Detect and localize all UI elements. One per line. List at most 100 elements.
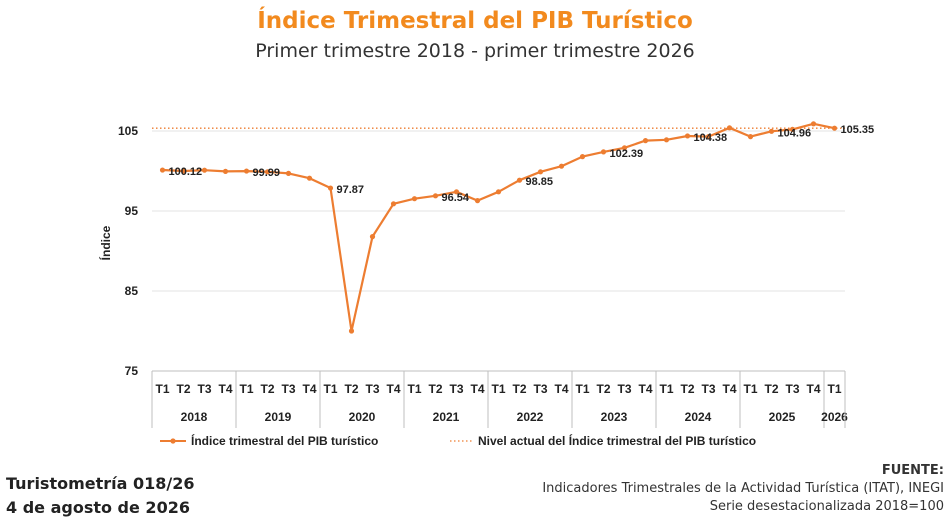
data-label: 96.54 — [442, 192, 470, 204]
data-point — [411, 196, 418, 202]
source-label: FUENTE: — [881, 463, 944, 478]
data-point — [222, 168, 229, 174]
x-year-label: 2020 — [349, 410, 376, 424]
x-tick-label: T3 — [617, 382, 631, 396]
data-point — [768, 128, 775, 134]
x-year-label: 2023 — [601, 410, 628, 424]
legend-reference-label: Nivel actual del Índice trimestral del P… — [478, 433, 756, 448]
data-point — [180, 168, 187, 174]
x-tick-label: T1 — [239, 382, 253, 396]
x-year-label: 2019 — [265, 410, 292, 424]
x-tick-label: T2 — [260, 382, 274, 396]
x-year-label: 2024 — [685, 410, 712, 424]
data-point — [663, 137, 670, 143]
chart-subtitle: Primer trimestre 2018 - primer trimestre… — [255, 40, 695, 62]
data-label: 97.87 — [337, 184, 365, 196]
x-tick-label: T4 — [722, 382, 736, 396]
x-tick-label: T2 — [344, 382, 358, 396]
data-point — [747, 134, 754, 140]
x-tick-label: T3 — [281, 382, 295, 396]
data-point — [537, 169, 544, 175]
x-tick-label: T3 — [449, 382, 463, 396]
x-tick-label: T4 — [386, 382, 400, 396]
data-point — [453, 189, 460, 195]
x-tick-label: T3 — [701, 382, 715, 396]
data-point — [495, 189, 502, 195]
x-tick-label: T2 — [176, 382, 190, 396]
x-tick-label: T1 — [155, 382, 169, 396]
data-point — [243, 168, 250, 174]
data-label: 102.39 — [610, 148, 644, 160]
data-point — [600, 149, 607, 155]
data-label: 99.99 — [253, 167, 281, 179]
x-tick-label: T4 — [806, 382, 820, 396]
x-tick-label: T1 — [659, 382, 673, 396]
source-info: FUENTE: Indicadores Trimestrales de la A… — [542, 462, 944, 516]
data-point — [201, 167, 208, 173]
x-tick-label: T3 — [365, 382, 379, 396]
data-point — [831, 125, 838, 131]
y-tick-label: 75 — [125, 364, 139, 378]
data-point — [558, 163, 565, 169]
data-point — [684, 133, 691, 139]
x-tick-label: T4 — [470, 382, 484, 396]
y-tick-label: 85 — [125, 284, 139, 298]
chart-title: Índice Trimestral del PIB Turístico — [257, 8, 693, 34]
data-point — [159, 167, 166, 173]
x-year-label: 2025 — [769, 410, 796, 424]
y-tick-label: 95 — [125, 204, 139, 218]
data-point — [789, 126, 796, 132]
data-point — [306, 175, 313, 181]
x-tick-label: T3 — [785, 382, 799, 396]
data-point — [726, 125, 733, 131]
report-date: 4 de agosto de 2026 — [6, 498, 190, 517]
data-point — [285, 170, 292, 176]
data-label: 98.85 — [526, 176, 554, 188]
data-point — [390, 201, 397, 207]
data-point — [348, 328, 355, 334]
x-tick-label: T2 — [512, 382, 526, 396]
data-label: 104.96 — [778, 127, 812, 139]
x-tick-label: T4 — [638, 382, 652, 396]
x-tick-label: T2 — [764, 382, 778, 396]
x-tick-label: T1 — [743, 382, 757, 396]
x-tick-label: T3 — [533, 382, 547, 396]
x-year-label: 2026 — [821, 410, 848, 424]
x-tick-label: T2 — [680, 382, 694, 396]
x-tick-label: T4 — [302, 382, 316, 396]
source-line-2: Serie desestacionalizada 2018=100 — [709, 499, 944, 514]
data-point — [579, 154, 586, 160]
source-line-1: Indicadores Trimestrales de la Actividad… — [542, 481, 944, 496]
x-tick-label: T1 — [575, 382, 589, 396]
x-tick-label: T1 — [491, 382, 505, 396]
data-point — [642, 138, 649, 144]
x-tick-label: T2 — [596, 382, 610, 396]
data-point — [369, 234, 376, 240]
x-year-label: 2018 — [181, 410, 208, 424]
data-point — [474, 198, 481, 204]
series-line — [162, 122, 835, 333]
data-point — [621, 145, 628, 151]
data-label: 104.38 — [694, 132, 728, 144]
data-point — [432, 193, 439, 199]
y-axis-title: Índice — [98, 225, 113, 260]
data-point — [810, 121, 817, 127]
y-tick-label: 105 — [118, 124, 138, 138]
x-year-label: 2021 — [433, 410, 460, 424]
x-tick-label: T1 — [827, 382, 841, 396]
x-tick-label: T3 — [197, 382, 211, 396]
x-tick-label: T4 — [218, 382, 232, 396]
x-year-label: 2022 — [517, 410, 544, 424]
data-point — [264, 169, 271, 175]
legend-series-label: Índice trimestral del PIB turístico — [191, 433, 378, 448]
data-point — [516, 177, 523, 183]
data-point — [705, 134, 712, 140]
line-chart: 75 85 95 105 Índice T1 T2 T3 T4 T1 T2 T3 T4 T1 T2 T3 T4 T… — [98, 121, 875, 448]
x-tick-label: T2 — [428, 382, 442, 396]
data-label: 105.35 — [841, 124, 875, 136]
x-tick-label: T1 — [407, 382, 421, 396]
report-id: Turistometría 018/26 — [6, 474, 195, 493]
data-label: 100.12 — [169, 166, 203, 178]
x-tick-label: T4 — [554, 382, 568, 396]
x-tick-label: T1 — [323, 382, 337, 396]
